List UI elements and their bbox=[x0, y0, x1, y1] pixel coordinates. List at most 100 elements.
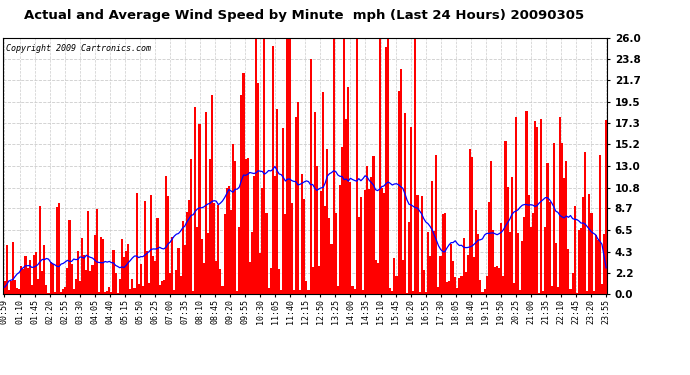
Bar bbox=[282, 128, 284, 294]
Bar bbox=[565, 161, 567, 294]
Bar bbox=[331, 244, 333, 294]
Bar bbox=[421, 196, 423, 294]
Bar bbox=[324, 206, 326, 294]
Bar bbox=[475, 210, 477, 294]
Bar bbox=[236, 291, 238, 294]
Bar bbox=[188, 200, 190, 294]
Bar bbox=[77, 251, 79, 294]
Bar bbox=[387, 38, 389, 294]
Bar bbox=[492, 230, 494, 294]
Bar bbox=[343, 38, 345, 294]
Bar bbox=[37, 279, 39, 294]
Bar bbox=[595, 236, 597, 294]
Bar bbox=[226, 188, 228, 294]
Bar bbox=[509, 232, 511, 294]
Bar bbox=[68, 220, 70, 294]
Bar bbox=[532, 213, 534, 294]
Bar bbox=[133, 288, 135, 294]
Bar bbox=[286, 38, 288, 294]
Bar bbox=[127, 244, 129, 294]
Bar bbox=[442, 214, 444, 294]
Bar bbox=[322, 92, 324, 294]
Bar bbox=[242, 74, 244, 294]
Bar bbox=[219, 268, 221, 294]
Bar bbox=[85, 270, 88, 294]
Bar bbox=[523, 217, 526, 294]
Bar bbox=[563, 178, 565, 294]
Bar bbox=[205, 112, 207, 294]
Bar bbox=[561, 143, 563, 294]
Bar bbox=[293, 290, 295, 294]
Bar bbox=[385, 47, 387, 294]
Bar bbox=[397, 91, 400, 294]
Bar bbox=[217, 205, 219, 294]
Bar bbox=[500, 224, 502, 294]
Bar bbox=[90, 271, 92, 294]
Bar bbox=[540, 119, 542, 294]
Bar bbox=[207, 233, 209, 294]
Bar bbox=[511, 177, 513, 294]
Bar bbox=[414, 39, 417, 294]
Bar bbox=[559, 117, 561, 294]
Bar bbox=[504, 141, 506, 294]
Bar bbox=[83, 255, 85, 294]
Bar bbox=[557, 287, 559, 294]
Bar bbox=[181, 222, 184, 294]
Bar bbox=[171, 237, 173, 294]
Bar bbox=[146, 251, 148, 294]
Bar bbox=[18, 289, 20, 294]
Bar bbox=[290, 203, 293, 294]
Bar bbox=[571, 273, 573, 294]
Bar bbox=[471, 156, 473, 294]
Bar bbox=[276, 109, 278, 294]
Bar bbox=[410, 127, 412, 294]
Bar bbox=[477, 234, 480, 294]
Bar bbox=[194, 107, 197, 294]
Bar bbox=[12, 242, 14, 294]
Bar bbox=[349, 183, 351, 294]
Bar bbox=[209, 159, 211, 294]
Bar bbox=[52, 264, 54, 294]
Bar bbox=[228, 186, 230, 294]
Bar bbox=[379, 38, 381, 294]
Bar bbox=[201, 239, 203, 294]
Bar bbox=[484, 288, 486, 294]
Bar bbox=[50, 262, 52, 294]
Bar bbox=[347, 87, 349, 294]
Bar bbox=[591, 213, 593, 294]
Bar bbox=[173, 290, 175, 294]
Bar bbox=[408, 222, 410, 294]
Bar bbox=[131, 279, 133, 294]
Bar bbox=[262, 188, 264, 294]
Bar bbox=[14, 280, 16, 294]
Bar bbox=[112, 250, 115, 294]
Bar bbox=[264, 38, 266, 294]
Bar bbox=[368, 189, 371, 294]
Bar bbox=[161, 281, 163, 294]
Bar bbox=[412, 291, 414, 294]
Bar bbox=[538, 292, 540, 294]
Bar bbox=[79, 281, 81, 294]
Bar bbox=[123, 257, 125, 294]
Bar bbox=[104, 292, 106, 294]
Bar bbox=[81, 238, 83, 294]
Bar bbox=[486, 276, 488, 294]
Bar bbox=[383, 194, 385, 294]
Bar bbox=[43, 245, 46, 294]
Bar bbox=[60, 292, 62, 294]
Bar bbox=[425, 292, 427, 294]
Bar bbox=[184, 245, 186, 294]
Bar bbox=[375, 260, 377, 294]
Bar bbox=[159, 285, 161, 294]
Bar bbox=[450, 243, 452, 294]
Bar bbox=[575, 293, 578, 294]
Bar bbox=[303, 199, 306, 294]
Bar bbox=[98, 291, 100, 294]
Bar bbox=[177, 248, 179, 294]
Bar bbox=[435, 154, 437, 294]
Bar bbox=[24, 255, 26, 294]
Bar bbox=[433, 231, 435, 294]
Bar bbox=[253, 176, 255, 294]
Bar bbox=[169, 273, 171, 294]
Bar bbox=[179, 276, 181, 294]
